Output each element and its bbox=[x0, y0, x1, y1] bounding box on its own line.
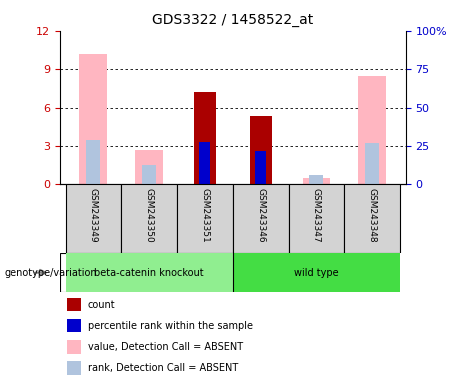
Bar bbox=[365, 143, 379, 184]
Text: GSM243348: GSM243348 bbox=[368, 188, 377, 242]
Title: GDS3322 / 1458522_at: GDS3322 / 1458522_at bbox=[152, 13, 313, 27]
Bar bbox=[233, 184, 289, 253]
Bar bbox=[135, 150, 163, 184]
Bar bbox=[289, 184, 344, 253]
Text: GSM243351: GSM243351 bbox=[201, 188, 209, 243]
Text: beta-catenin knockout: beta-catenin knockout bbox=[95, 268, 204, 278]
Bar bbox=[86, 139, 100, 184]
Bar bbox=[233, 253, 400, 292]
Text: GSM243350: GSM243350 bbox=[145, 188, 154, 243]
Text: rank, Detection Call = ABSENT: rank, Detection Call = ABSENT bbox=[88, 363, 238, 373]
Bar bbox=[79, 54, 107, 184]
Bar bbox=[249, 116, 272, 184]
Bar bbox=[309, 175, 324, 184]
Bar bbox=[142, 165, 156, 184]
Text: GSM243346: GSM243346 bbox=[256, 188, 265, 242]
Bar bbox=[255, 151, 266, 184]
Text: count: count bbox=[88, 300, 115, 310]
Bar bbox=[199, 142, 211, 184]
Bar bbox=[67, 340, 81, 354]
Bar bbox=[358, 76, 386, 184]
Bar bbox=[302, 178, 331, 184]
Text: value, Detection Call = ABSENT: value, Detection Call = ABSENT bbox=[88, 342, 242, 352]
Bar bbox=[177, 184, 233, 253]
Bar bbox=[344, 184, 400, 253]
Text: wild type: wild type bbox=[294, 268, 339, 278]
Bar bbox=[121, 184, 177, 253]
Text: genotype/variation: genotype/variation bbox=[5, 268, 97, 278]
Bar bbox=[65, 253, 233, 292]
Bar bbox=[67, 319, 81, 333]
Text: percentile rank within the sample: percentile rank within the sample bbox=[88, 321, 253, 331]
Bar bbox=[67, 298, 81, 311]
Bar bbox=[67, 361, 81, 375]
Bar bbox=[65, 184, 121, 253]
Bar bbox=[194, 92, 216, 184]
Text: GSM243349: GSM243349 bbox=[89, 188, 98, 242]
Text: GSM243347: GSM243347 bbox=[312, 188, 321, 242]
